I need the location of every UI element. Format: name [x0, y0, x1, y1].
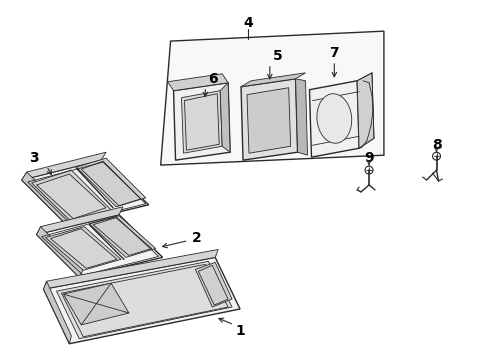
Polygon shape: [181, 91, 222, 153]
Polygon shape: [32, 170, 111, 222]
Polygon shape: [46, 227, 121, 270]
Polygon shape: [56, 261, 232, 339]
Polygon shape: [310, 81, 359, 157]
Text: 6: 6: [208, 72, 218, 86]
Polygon shape: [89, 216, 156, 257]
Polygon shape: [22, 160, 149, 225]
Polygon shape: [22, 152, 106, 180]
Polygon shape: [295, 79, 308, 155]
Polygon shape: [357, 73, 374, 148]
Polygon shape: [241, 79, 297, 160]
Polygon shape: [241, 73, 306, 87]
Polygon shape: [63, 283, 129, 325]
Text: 8: 8: [432, 138, 441, 152]
Polygon shape: [37, 227, 83, 277]
Text: 4: 4: [243, 16, 253, 30]
Polygon shape: [44, 257, 240, 344]
Polygon shape: [76, 158, 146, 207]
Polygon shape: [220, 83, 230, 152]
Polygon shape: [44, 281, 72, 344]
Text: 1: 1: [235, 324, 245, 338]
Text: 3: 3: [29, 151, 38, 165]
Polygon shape: [196, 262, 232, 307]
Polygon shape: [37, 207, 123, 235]
Polygon shape: [37, 215, 163, 277]
Polygon shape: [173, 83, 230, 160]
Polygon shape: [168, 74, 228, 91]
Text: 2: 2: [192, 230, 201, 244]
Polygon shape: [247, 88, 291, 153]
Text: 5: 5: [273, 49, 283, 63]
Text: 7: 7: [329, 46, 339, 60]
Polygon shape: [22, 172, 72, 225]
Ellipse shape: [317, 94, 352, 143]
Polygon shape: [44, 249, 218, 289]
Text: 9: 9: [364, 151, 374, 165]
Polygon shape: [161, 31, 384, 165]
